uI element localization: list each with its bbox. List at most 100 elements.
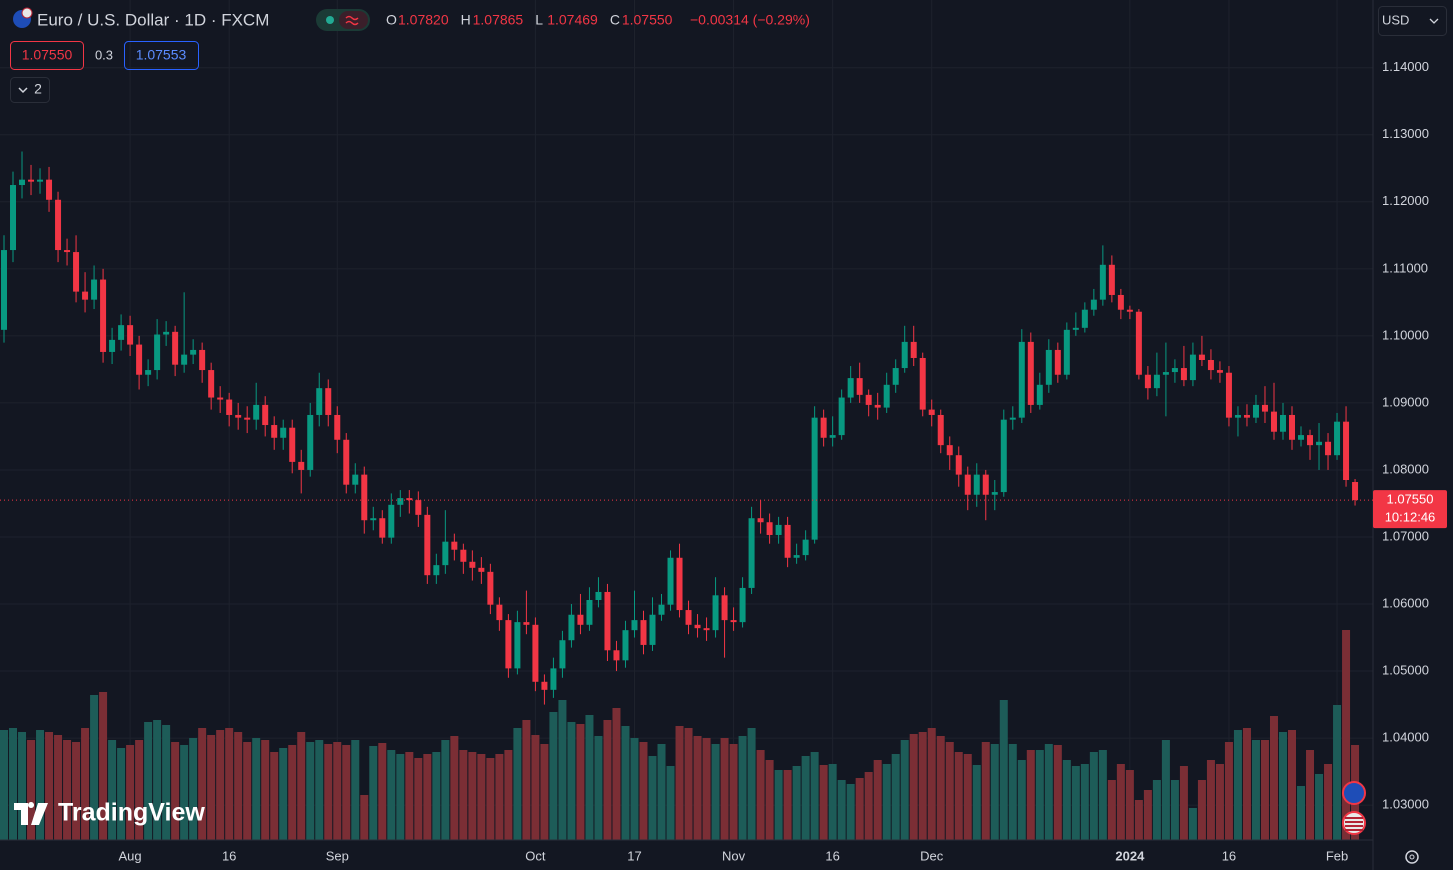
volume-bar — [450, 736, 459, 840]
candles — [1, 151, 1359, 705]
candle-body — [676, 557, 683, 611]
ask-price: 1.07553 — [136, 47, 187, 63]
candle-body — [550, 668, 557, 690]
candle-body — [1225, 372, 1232, 418]
candle-body — [685, 610, 692, 625]
candle-body — [226, 399, 233, 415]
candle-body — [1000, 419, 1007, 493]
candle-body — [307, 414, 314, 470]
volume-bar — [333, 742, 342, 840]
volume-bar — [1206, 760, 1215, 840]
last-price-label: 1.07550 — [1387, 492, 1434, 507]
volume-bar — [486, 758, 495, 840]
volume-bar — [1342, 630, 1351, 840]
indicators-toggle[interactable] — [10, 77, 50, 103]
volume-bar — [243, 742, 252, 840]
candle-body — [280, 427, 287, 438]
candle-body — [1135, 311, 1142, 375]
x-tick-label: Aug — [119, 848, 142, 863]
volume-bar — [261, 740, 270, 840]
eu-event-icon[interactable] — [1342, 781, 1366, 805]
candle-body — [1153, 374, 1160, 389]
candle-body — [1063, 329, 1070, 375]
volume-bar — [594, 736, 603, 840]
volume-bar — [495, 754, 504, 840]
volume-bar — [783, 770, 792, 840]
candle-body — [1018, 341, 1025, 418]
volume-bar — [279, 748, 288, 840]
candle-body — [388, 504, 395, 538]
candle-body — [1243, 414, 1250, 418]
volume-bar — [1224, 742, 1233, 840]
y-tick-label: 1.08000 — [1382, 461, 1429, 476]
volume-bar — [27, 740, 36, 840]
candle-body — [847, 378, 854, 398]
volume-bar — [369, 746, 378, 840]
volume-bar — [1044, 744, 1053, 840]
candle-body — [100, 279, 107, 352]
volume-bar — [666, 766, 675, 840]
candle-body — [910, 341, 917, 358]
candle-body — [1090, 299, 1097, 310]
candle-body — [802, 539, 809, 556]
volume-bar — [0, 730, 8, 840]
candle-body — [631, 620, 638, 631]
candle-body — [469, 561, 476, 568]
volume-bar — [171, 742, 180, 840]
currency-select[interactable] — [1378, 6, 1447, 36]
candle-body — [694, 624, 701, 629]
volume-bar — [909, 734, 918, 840]
candle-body — [424, 514, 431, 576]
candle-body — [1198, 354, 1205, 360]
volume-bar — [198, 728, 207, 840]
volume-bar — [315, 740, 324, 840]
candle-body — [703, 628, 710, 631]
candle-body — [343, 439, 350, 485]
volume-bar — [1098, 750, 1107, 840]
candle-body — [586, 600, 593, 625]
volume-bar — [252, 738, 261, 840]
volume-bar — [945, 742, 954, 840]
bid-price: 1.07550 — [22, 47, 73, 63]
candle-body — [352, 474, 359, 485]
volume-bar — [126, 745, 135, 840]
volume-bar — [288, 745, 297, 840]
volume-bar — [1233, 730, 1242, 840]
candle-body — [604, 591, 611, 651]
volume-bar — [72, 742, 81, 840]
candle-body — [820, 417, 827, 438]
x-tick-label: Nov — [722, 848, 746, 863]
x-tick-label: 16 — [825, 848, 839, 863]
ohlc-legend: O 1.07820 H 1.07865 L 1.07469 C 1.07550 — [386, 12, 673, 28]
candle-body — [397, 498, 404, 505]
volume-bar — [711, 744, 720, 840]
settings-icon[interactable] — [1405, 850, 1419, 864]
volume-bar — [720, 738, 729, 840]
volume-bar — [1026, 750, 1035, 840]
volume-bar — [1008, 744, 1017, 840]
candle-body — [217, 397, 224, 400]
volume-bar — [567, 722, 576, 840]
candle-body — [253, 404, 260, 420]
y-tick-label: 1.06000 — [1382, 595, 1429, 610]
x-tick-label: 2024 — [1115, 848, 1145, 863]
volume-bar — [891, 754, 900, 840]
candle-body — [316, 388, 323, 415]
candle-body — [883, 384, 890, 408]
volume-bar — [477, 754, 486, 840]
candle-body — [730, 620, 737, 623]
volume-bar — [846, 784, 855, 840]
volume-bar — [1080, 764, 1089, 840]
volume-bar — [1125, 770, 1134, 840]
candle-body — [199, 349, 206, 371]
volume-bar — [162, 725, 171, 840]
volume-bar — [1089, 752, 1098, 840]
sell-button[interactable] — [10, 41, 84, 70]
volume-bar — [1071, 766, 1080, 840]
candle-body — [1180, 368, 1187, 381]
x-tick-label: 17 — [627, 848, 641, 863]
candle-body — [919, 357, 926, 410]
buy-button[interactable] — [124, 41, 199, 70]
candle-body — [622, 630, 629, 661]
candle-body — [613, 650, 620, 661]
